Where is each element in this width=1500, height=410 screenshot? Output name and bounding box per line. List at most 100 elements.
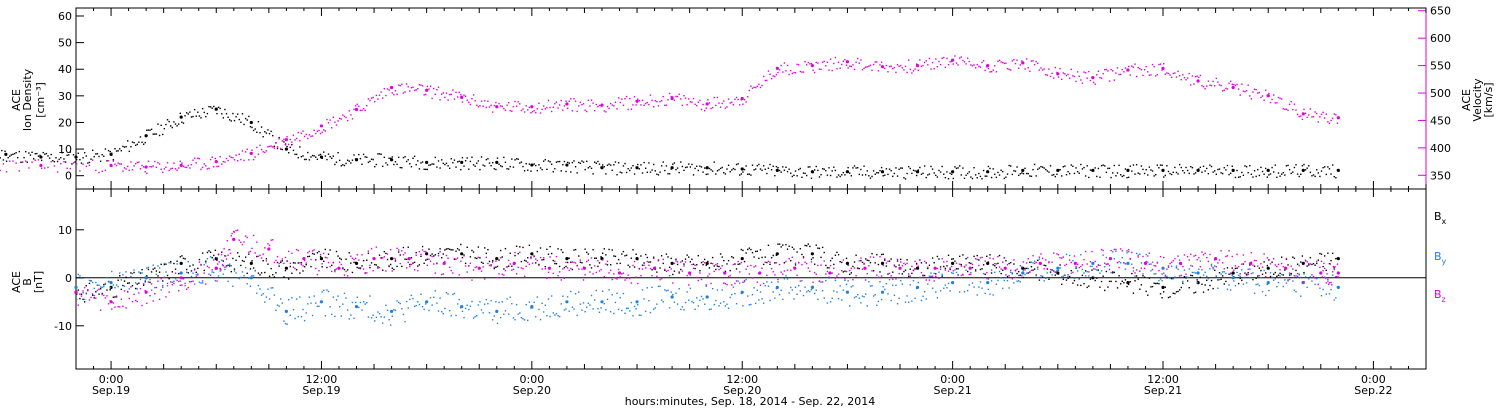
series-dot	[1236, 169, 1238, 172]
series-dot	[464, 307, 467, 310]
series-dot	[200, 117, 202, 119]
series-dot	[758, 83, 760, 86]
series-dot	[418, 250, 421, 253]
series-dot	[1249, 268, 1251, 270]
series-dot	[841, 261, 843, 264]
series-dot	[960, 265, 962, 267]
data-point	[1056, 271, 1060, 275]
series-dot	[229, 252, 232, 255]
series-dot	[758, 299, 760, 301]
series-dot	[291, 141, 293, 143]
series-dot	[52, 160, 54, 162]
series-dot	[472, 251, 475, 253]
series-dot	[1083, 71, 1085, 73]
series-dot	[1003, 62, 1006, 65]
series-dot	[1153, 282, 1155, 284]
series-dot	[1236, 83, 1238, 86]
series-dot	[251, 247, 253, 250]
series-dot	[668, 173, 671, 175]
series-dot	[748, 173, 751, 175]
data-point	[951, 58, 955, 62]
series-dot	[477, 304, 480, 306]
series-dot	[405, 83, 408, 85]
series-dot	[584, 248, 586, 250]
series-dot	[622, 292, 625, 295]
series-dot	[55, 157, 57, 159]
series-dot	[1212, 266, 1214, 269]
series-dot	[101, 293, 103, 296]
series-dot	[468, 265, 470, 267]
x-tick-time-label: 12:00	[726, 373, 758, 386]
series-dot	[1002, 170, 1004, 173]
series-dot	[224, 161, 226, 163]
series-dot	[895, 278, 897, 280]
series-dot	[85, 285, 87, 287]
data-point	[740, 290, 744, 294]
series-dot	[1064, 264, 1066, 267]
series-dot	[601, 164, 604, 166]
series-dot	[1322, 166, 1324, 169]
series-dot	[788, 168, 790, 170]
series-dot	[786, 278, 789, 280]
series-dot	[15, 151, 17, 154]
series-dot	[597, 105, 599, 108]
series-dot	[1068, 172, 1071, 175]
series-dot	[150, 271, 153, 273]
series-dot	[369, 295, 371, 297]
series-dot	[949, 172, 951, 175]
series-dot	[372, 96, 374, 99]
series-dot	[1217, 262, 1219, 264]
series-dot	[578, 255, 580, 257]
series-dot	[499, 165, 502, 167]
series-dot	[321, 263, 323, 265]
series-dot	[847, 280, 849, 282]
series-dot	[582, 279, 585, 281]
series-dot	[1234, 285, 1237, 287]
series-dot	[1327, 252, 1329, 254]
series-dot	[147, 268, 150, 271]
series-dot	[1308, 264, 1310, 266]
series-dot	[750, 248, 752, 251]
series-dot	[10, 154, 13, 156]
series-dot	[166, 162, 169, 164]
series-dot	[1206, 167, 1208, 170]
series-dot	[898, 168, 900, 171]
series-dot	[222, 260, 225, 262]
series-dot	[44, 153, 46, 155]
series-dot	[1159, 278, 1162, 280]
series-dot	[742, 103, 744, 105]
series-dot	[1331, 274, 1334, 276]
series-dot	[342, 303, 344, 305]
series-dot	[986, 175, 988, 177]
series-dot	[434, 156, 437, 159]
series-dot	[402, 254, 405, 256]
series-dot	[429, 254, 432, 257]
series-dot	[761, 84, 763, 87]
series-dot	[1118, 260, 1120, 263]
series-dot	[201, 280, 204, 282]
series-dot	[672, 96, 674, 98]
series-dot	[1226, 267, 1229, 269]
series-dot	[922, 276, 924, 278]
series-dot	[340, 118, 342, 120]
series-dot	[281, 260, 284, 262]
series-dot	[1172, 171, 1174, 174]
series-dot	[739, 271, 741, 273]
series-dot	[338, 159, 341, 162]
series-dot	[201, 252, 204, 254]
series-dot	[930, 275, 932, 278]
series-dot	[283, 276, 285, 278]
series-dot	[869, 285, 872, 287]
series-dot	[858, 62, 860, 64]
series-dot	[1073, 172, 1076, 175]
series-dot	[331, 270, 333, 273]
series-dot	[171, 283, 174, 286]
series-dot	[425, 303, 427, 305]
series-dot	[973, 64, 975, 66]
series-dot	[9, 155, 11, 157]
series-dot	[1112, 172, 1114, 174]
series-dot	[213, 105, 215, 108]
series-dot	[351, 159, 354, 161]
series-dot	[240, 241, 242, 243]
series-dot	[515, 158, 518, 160]
